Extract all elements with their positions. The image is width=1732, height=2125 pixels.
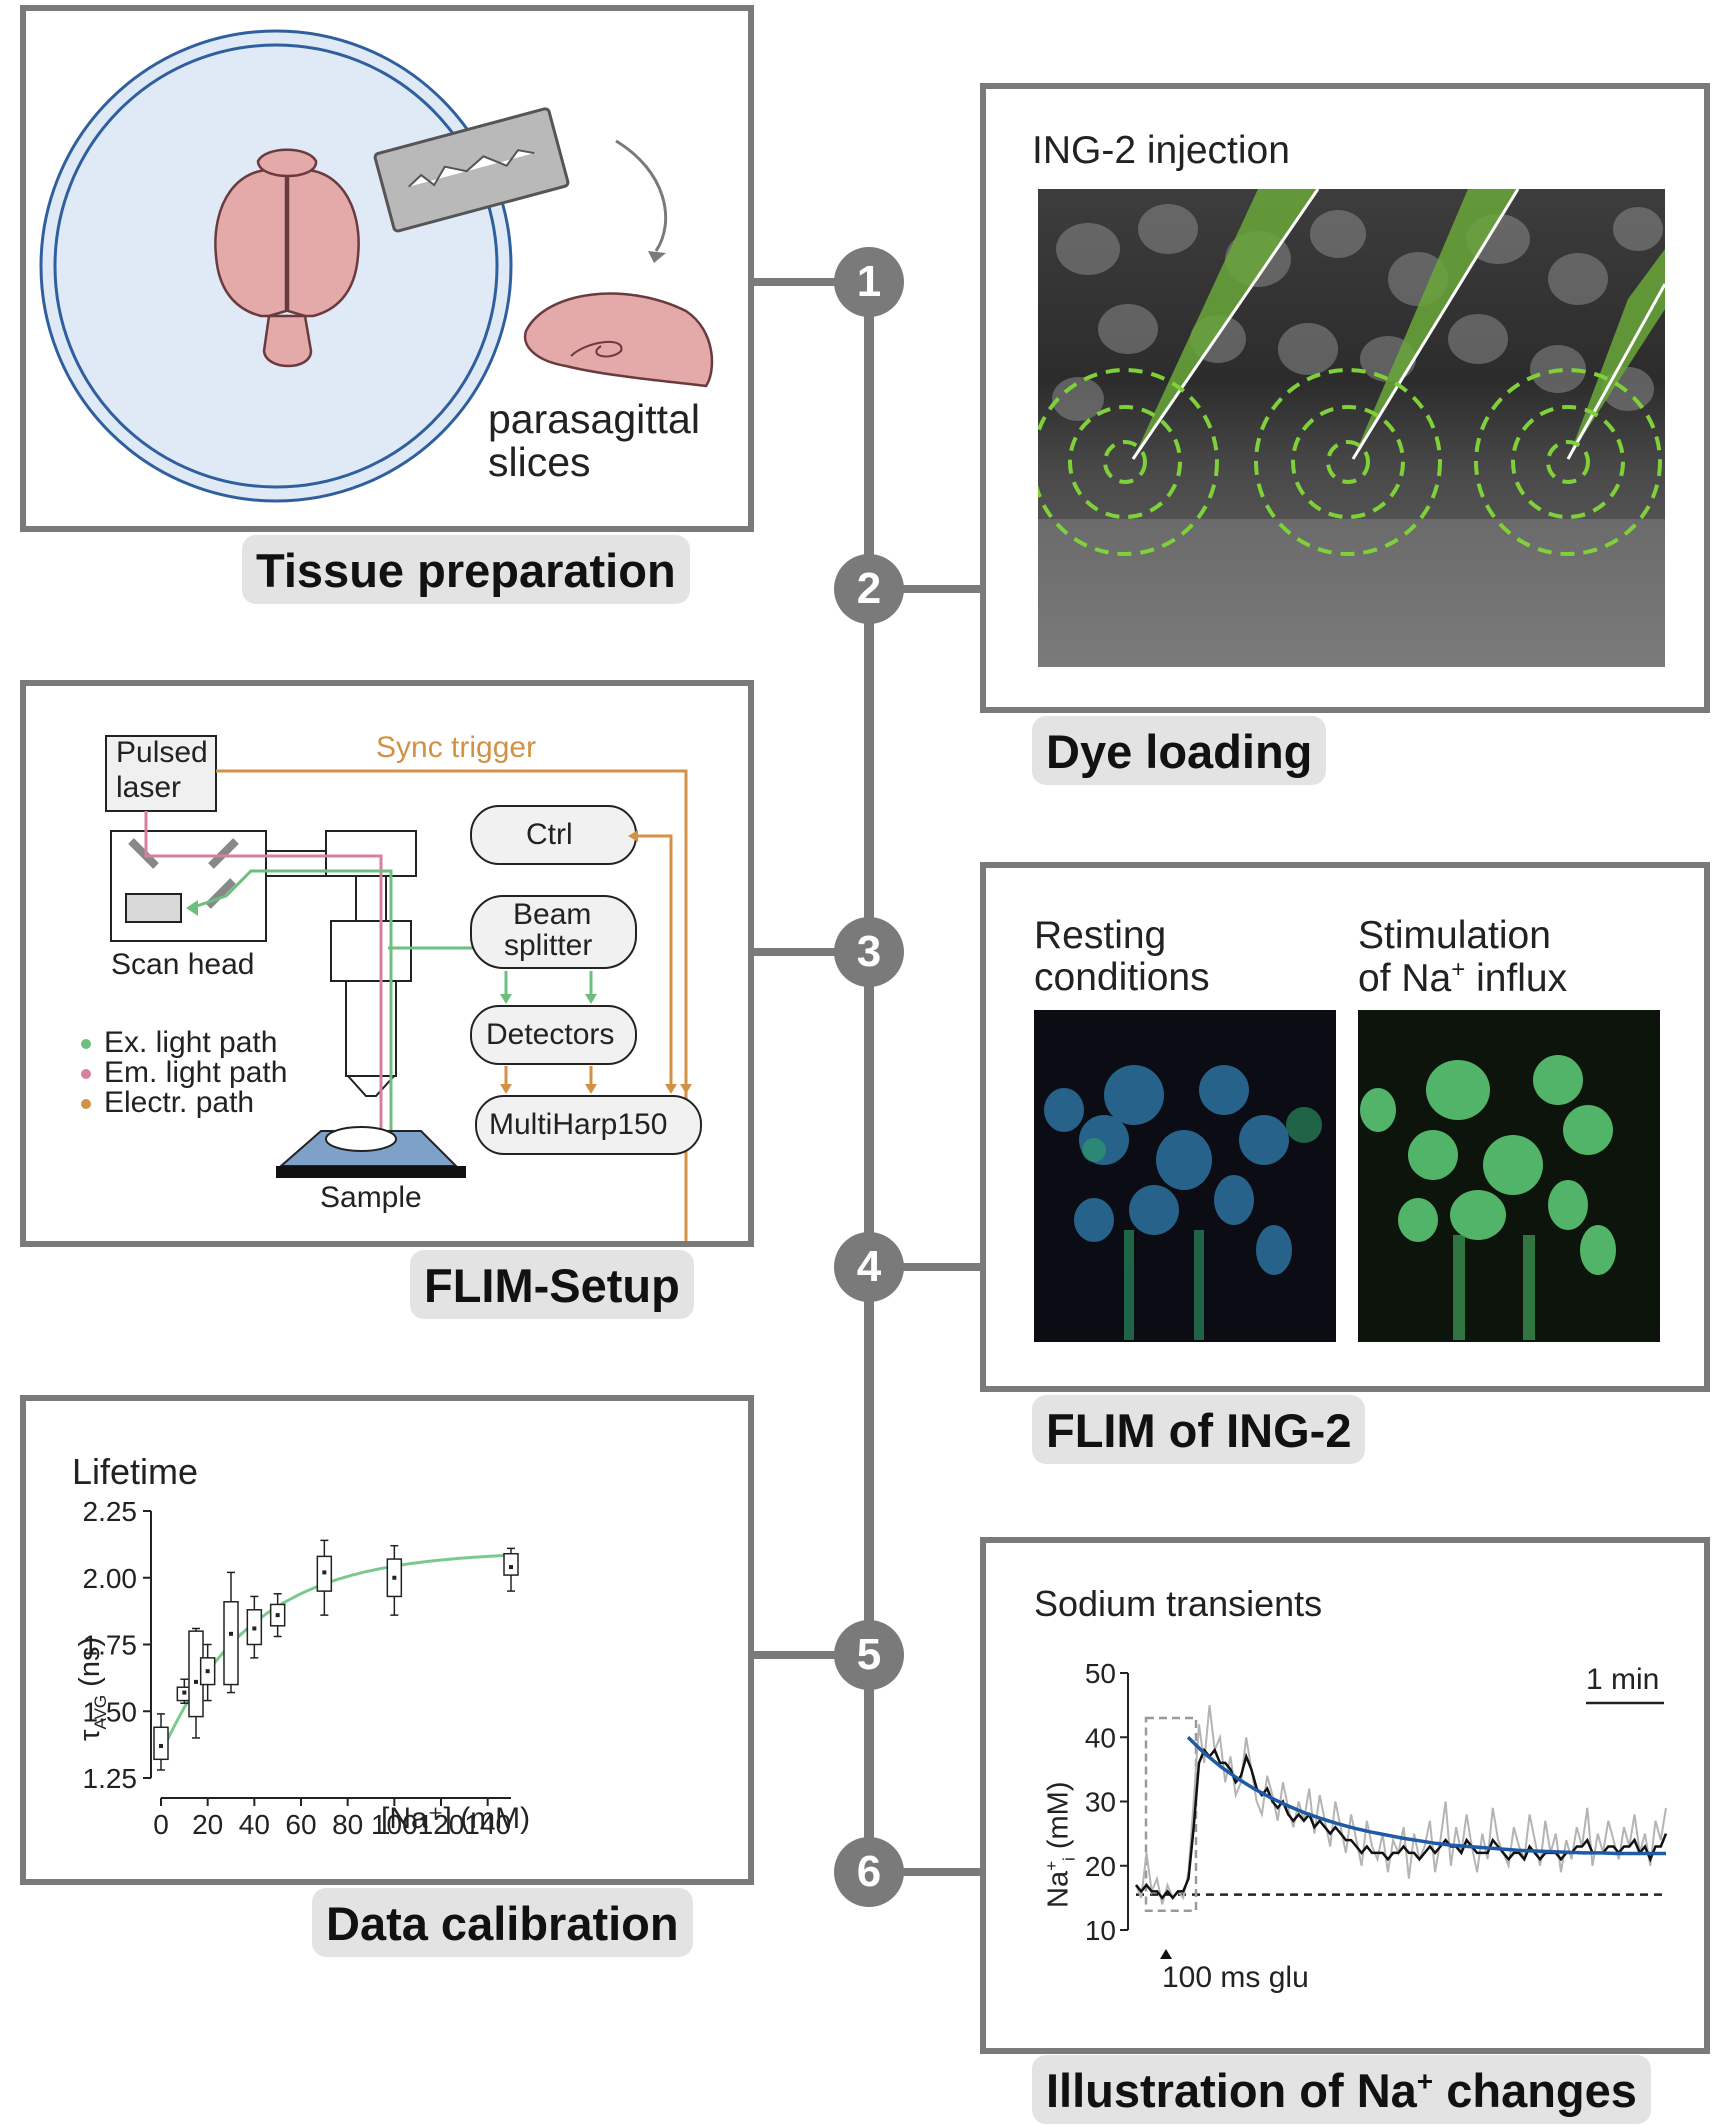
stim-label-2: of Na+ influx: [1358, 956, 1568, 1000]
stim-marker-label: 100 ms glu: [1162, 1961, 1309, 1994]
x-tick-label: 20: [192, 1809, 223, 1840]
box-median: [159, 1743, 163, 1748]
sample-label: Sample: [320, 1181, 422, 1214]
y-tick-label: 30: [1085, 1787, 1116, 1818]
flim-setup-diagram: [81, 735, 702, 1241]
y-tick-label: 40: [1085, 1722, 1116, 1753]
pipette-icon-3: [1566, 249, 1665, 460]
box-median: [205, 1669, 210, 1674]
y-tick-label: 2.25: [83, 1496, 138, 1527]
box-median: [252, 1626, 257, 1631]
transients-panel: Sodium transients 10 20 30 40 50 1 min 100 m…: [980, 1537, 1710, 2054]
calibration-panel: Lifetime 1.25 1.50 1.75 2.00 2.25 0 20 40 60 80 10…: [20, 1395, 754, 1885]
fit-curve: [159, 1553, 512, 1755]
step-5-badge: 5: [834, 1620, 904, 1690]
calibration-xlabel: [Na⁺] (mM): [381, 1802, 531, 1835]
x-tick-label: 120: [418, 1809, 465, 1840]
y-tick-label: 1.75: [83, 1630, 138, 1661]
detectors-label: Detectors: [486, 1018, 615, 1051]
series-raw: [1135, 1704, 1667, 1905]
calibration-title: Lifetime: [72, 1451, 199, 1492]
y-tick-label: 2.00: [83, 1563, 138, 1594]
step-2-badge: 2: [834, 554, 904, 624]
box: [153, 1726, 169, 1761]
sync-trigger-label: Sync trigger: [376, 731, 537, 764]
stim-marker-icon: [1160, 1949, 1172, 1959]
multiharp-label: MultiHarp150: [489, 1108, 668, 1141]
tissue-illustration: [39, 29, 714, 503]
series-fit: [1186, 1736, 1666, 1856]
dye-loading-image: [1038, 189, 1665, 667]
box-median: [182, 1690, 187, 1695]
series-mean: [1135, 1747, 1668, 1900]
transients-title: Sodium transients: [1034, 1583, 1323, 1624]
slices-label-2: slices: [488, 439, 591, 485]
pulsed-laser-label-2: laser: [116, 771, 182, 804]
dye-title: ING-2 injection: [1032, 129, 1290, 172]
x-tick-label: 100: [371, 1809, 418, 1840]
pulsed-laser-label-1: Pulsed: [116, 736, 208, 769]
pipette-icon: [1131, 189, 1320, 460]
legend-ex-label: Ex. light path: [104, 1026, 278, 1059]
y-tick-label: 10: [1085, 1915, 1116, 1946]
transients-ylabel: Na+i (mM): [1042, 1781, 1079, 1908]
ctrl-label: Ctrl: [526, 818, 573, 851]
x-tick-label: 0: [153, 1809, 169, 1840]
flim-resting-image: [1034, 1010, 1336, 1342]
box-median: [194, 1679, 198, 1684]
curved-arrow: [615, 139, 668, 252]
box: [223, 1601, 239, 1686]
step-4-badge: 4: [834, 1232, 904, 1302]
step-5-title: Data calibration: [312, 1888, 693, 1957]
razor-blade-icon: [373, 107, 570, 233]
x-tick-label: 140: [464, 1809, 511, 1840]
step-2-title: Dye loading: [1032, 716, 1327, 785]
legend-dot-em: [81, 1069, 91, 1079]
y-tick-label: 1.50: [83, 1696, 138, 1727]
x-tick-label: 40: [239, 1809, 270, 1840]
box-median: [509, 1565, 513, 1570]
x-tick-label: 60: [285, 1809, 316, 1840]
step-3-title: FLIM-Setup: [410, 1250, 694, 1319]
step-4-title: FLIM of ING-2: [1032, 1395, 1366, 1464]
flim-setup-panel: Pulsed laser Sync trigger Ctrl Beam spli…: [20, 680, 754, 1247]
step-3-badge: 3: [834, 917, 904, 987]
stim-label-1: Stimulation: [1358, 914, 1551, 957]
box-median: [229, 1631, 233, 1636]
legend-el-label: Electr. path: [104, 1086, 255, 1119]
y-tick-label: 50: [1085, 1658, 1116, 1689]
legend-dot-el: [81, 1099, 91, 1109]
slices-label-1: parasagittal: [488, 396, 700, 442]
beam-splitter-label-2: splitter: [504, 929, 593, 962]
box-median: [322, 1570, 327, 1575]
box-median: [392, 1575, 397, 1580]
y-tick-label: 1.25: [83, 1763, 138, 1794]
step-6-badge: 6: [834, 1837, 904, 1907]
legend-em-label: Em. light path: [104, 1056, 288, 1089]
step-1-title: Tissue preparation: [242, 535, 690, 604]
transients-chart: 10 20 30 40 50: [1085, 1658, 1668, 1959]
x-tick-label: 80: [332, 1809, 363, 1840]
brain-slice-icon: [523, 292, 714, 388]
flim-ing2-panel: Resting conditions Stimulation of Na+ in…: [980, 862, 1710, 1392]
step-6-title: Illustration of Na+ changes: [1032, 2055, 1651, 2124]
step-1-badge: 1: [834, 247, 904, 317]
beam-splitter-label-1: Beam: [513, 898, 592, 931]
scale-bar-label: 1 min: [1586, 1663, 1660, 1696]
dye-panel: ING-2 injection: [980, 83, 1710, 713]
calibration-ylabel: τAVG (ns): [74, 1636, 110, 1741]
resting-label-2: conditions: [1034, 956, 1210, 999]
box-median: [275, 1613, 280, 1618]
legend-dot-ex: [81, 1039, 91, 1049]
brain-icon: [214, 148, 360, 368]
box: [503, 1552, 519, 1576]
flim-stim-image: [1358, 1010, 1660, 1342]
calibration-chart: 1.25 1.50 1.75 2.00 2.25 0 20 40 60 80 100 120 140: [83, 1496, 519, 1840]
pipette-icon-2: [1351, 189, 1520, 460]
y-tick-label: 20: [1085, 1851, 1116, 1882]
scan-head-label: Scan head: [111, 948, 255, 981]
tissue-panel: parasagittal slices: [20, 5, 754, 532]
resting-label-1: Resting: [1034, 914, 1167, 957]
